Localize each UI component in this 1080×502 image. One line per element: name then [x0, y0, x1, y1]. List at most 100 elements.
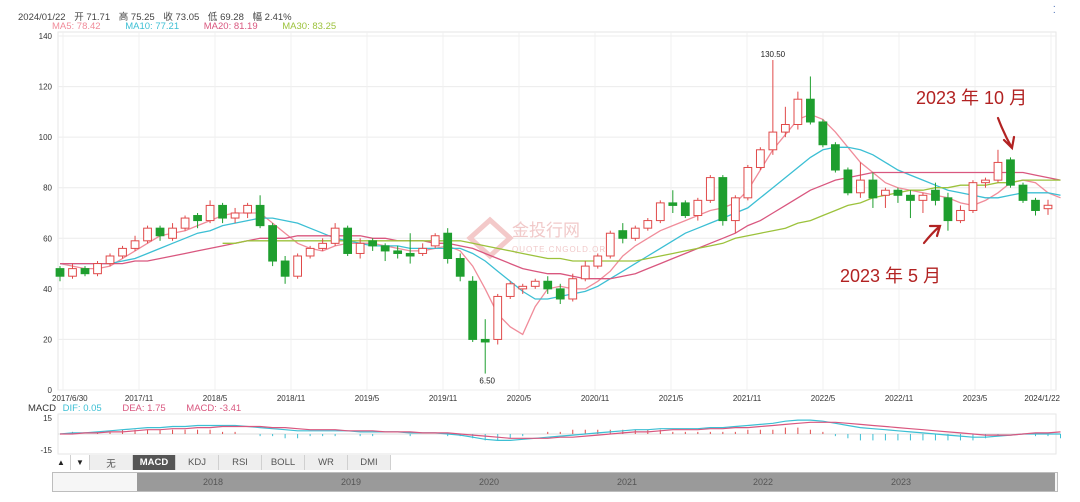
candle: [430, 233, 440, 249]
candle: [793, 91, 803, 130]
candle: [893, 187, 903, 203]
candle-body: [280, 260, 290, 277]
tab-rsi[interactable]: RSI: [219, 455, 262, 470]
candle-body: [643, 220, 653, 229]
range-navigator[interactable]: 2018 2019 2020 2021 2022 2023: [52, 472, 1058, 492]
candle-body: [168, 227, 177, 239]
candle-body: [68, 268, 77, 277]
min-price-label: 6.50: [479, 377, 495, 386]
annotation-arrow-may: [922, 224, 942, 245]
candle-body: [505, 283, 515, 297]
scroll-down-button[interactable]: ▼: [71, 455, 90, 470]
candle: [981, 177, 990, 188]
candle-body: [480, 338, 490, 343]
candle-body: [555, 288, 565, 300]
candle: [168, 223, 177, 241]
tab-kdj[interactable]: KDJ: [176, 455, 219, 470]
ma-line-ma30: [222, 179, 1061, 262]
candle: [93, 261, 102, 277]
y-tick-label: 0: [48, 386, 53, 395]
x-tick-label: 2019/11: [429, 394, 458, 403]
candle-body: [630, 227, 640, 239]
nav-label-2022: 2022: [753, 477, 774, 487]
candle: [305, 245, 315, 259]
candle-body: [680, 202, 690, 217]
y-tick-label: 40: [43, 285, 52, 294]
candle: [643, 218, 653, 231]
candle-body: [118, 247, 127, 257]
candle: [580, 261, 590, 282]
candle-body: [343, 227, 353, 254]
annotation-may-2023: 2023 年 5 月: [840, 266, 941, 286]
x-tick-label: 2019/5: [355, 394, 380, 403]
candle: [55, 266, 65, 282]
candle-body: [418, 247, 428, 254]
tab-boll[interactable]: BOLL: [262, 455, 305, 470]
candle: [180, 215, 190, 231]
tab-dmi[interactable]: DMI: [348, 455, 391, 470]
candle: [718, 175, 728, 226]
candle: [868, 172, 878, 208]
ma-legend: MA5: 78.42 MA10: 77.21 MA20: 81.19 MA30:…: [52, 21, 358, 32]
candle-body: [1043, 204, 1053, 210]
tab-macd[interactable]: MACD: [133, 455, 176, 470]
ma-line-ma20: [60, 171, 1061, 280]
candle: [668, 190, 678, 213]
more-options-icon[interactable]: · ·: [1052, 1, 1056, 18]
candle: [568, 273, 578, 302]
candle: [255, 195, 265, 229]
nav-label-2023: 2023: [891, 477, 912, 487]
candle-body: [293, 255, 302, 277]
scroll-up-button[interactable]: ▲: [52, 455, 71, 470]
candle: [655, 200, 665, 224]
candle-body: [918, 194, 928, 201]
candle-body: [618, 230, 628, 239]
candle-body: [956, 209, 965, 222]
candle: [343, 225, 353, 256]
watermark-cn: 金投行网: [512, 221, 580, 240]
candle-body: [543, 280, 553, 290]
candle-body: [518, 285, 528, 290]
x-tick-label: 2018/11: [277, 394, 306, 403]
x-tick-label: 2023/5: [963, 394, 988, 403]
candle: [480, 319, 490, 374]
candle: [943, 192, 953, 231]
candle-body: [443, 232, 453, 260]
x-tick-label: 2021/5: [659, 394, 684, 403]
macd-tick-label: 15: [43, 414, 52, 423]
candle: [493, 293, 503, 345]
candle: [543, 276, 553, 294]
candle: [393, 245, 403, 259]
candle-body: [1018, 184, 1028, 201]
x-tick-label: 2020/11: [581, 394, 610, 403]
candle-body: [818, 121, 828, 146]
candle: [968, 180, 978, 213]
ma30-legend: MA30: 83.25: [282, 21, 337, 32]
tab-wr[interactable]: WR: [305, 455, 348, 470]
candle: [1031, 197, 1040, 216]
candle: [680, 200, 690, 219]
candle: [230, 207, 240, 224]
candle: [1018, 182, 1028, 203]
candle: [1006, 157, 1015, 188]
candle: [418, 243, 428, 256]
candle: [468, 276, 478, 342]
candle-body: [405, 252, 415, 257]
candle-body: [881, 189, 890, 196]
candle: [906, 190, 915, 219]
x-tick-label: 2022/5: [811, 394, 836, 403]
y-tick-label: 100: [39, 133, 53, 142]
candle: [318, 238, 328, 251]
navigator-window-handle[interactable]: [137, 473, 1055, 491]
candle: [956, 205, 965, 224]
dif-legend: DIF: 0.05: [62, 403, 102, 414]
candle: [806, 76, 815, 125]
candle-body: [255, 204, 265, 227]
annotation-arrow-oct: [996, 116, 1016, 151]
tab-none[interactable]: 无: [90, 455, 133, 470]
candle-body: [355, 242, 365, 254]
candle-body: [580, 265, 590, 280]
candle-body: [931, 189, 940, 201]
x-tick-label: 2018/5: [203, 394, 228, 403]
